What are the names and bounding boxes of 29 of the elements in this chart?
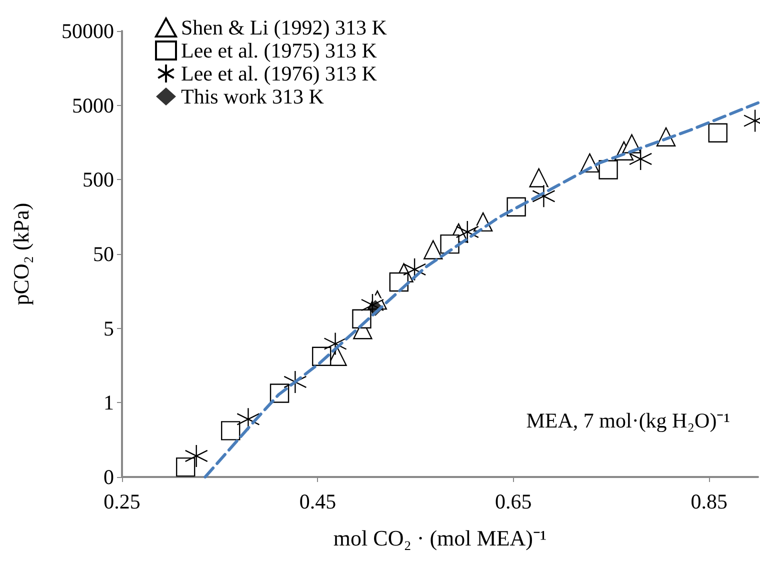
legend-label: Lee et al. (1976) 313 K <box>181 62 377 86</box>
point <box>184 444 208 468</box>
legend-label: Lee et al. (1975) 313 K <box>181 38 377 62</box>
x-tick-label: 0.45 <box>299 490 336 514</box>
y-tick-label: 50 <box>93 242 114 266</box>
point <box>628 147 652 171</box>
x-tick-label: 0.25 <box>104 490 140 514</box>
annotation: MEA, 7 mol·(kg H₂O)⁻¹ <box>526 408 730 432</box>
legend-label: This work 313 K <box>181 84 324 108</box>
point <box>529 168 548 188</box>
y-tick-label: 500 <box>82 168 114 192</box>
point <box>402 258 426 282</box>
point <box>324 332 347 356</box>
y-tick-label: 1 <box>104 390 114 415</box>
point <box>221 421 240 440</box>
y-tick-label: 50000 <box>62 19 114 43</box>
y-tick-label: 0 <box>104 465 114 489</box>
x-tick-label: 0.65 <box>495 490 532 514</box>
y-tick-label: 5000 <box>72 93 114 118</box>
point <box>708 123 728 142</box>
point <box>176 457 196 477</box>
y-axis-title: pCO₂ (kPa) <box>8 202 34 306</box>
x-tick-label: 0.85 <box>690 490 728 514</box>
y-tick-label: 5 <box>104 316 114 340</box>
point <box>598 160 618 180</box>
legend-label: Shen & Li (1992) 313 K <box>181 16 387 40</box>
x-axis-title: mol CO₂ · (mol MEA)⁻¹ <box>333 526 547 550</box>
point <box>424 240 443 260</box>
point <box>456 220 479 244</box>
